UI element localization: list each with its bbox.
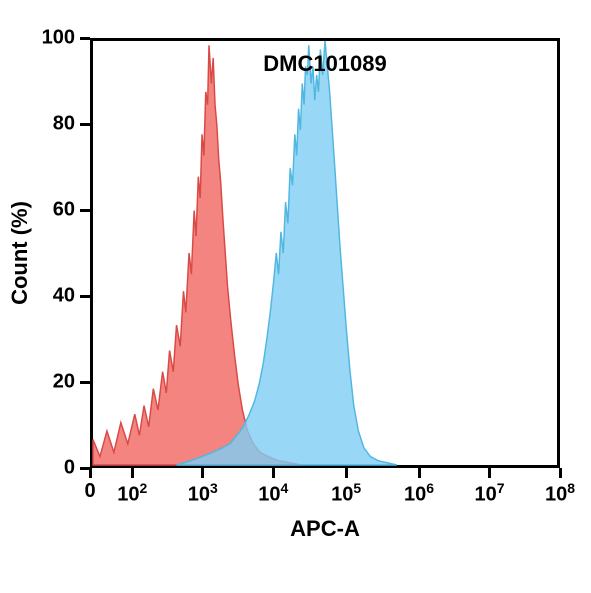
x-tick-label: 105: [331, 480, 361, 507]
histogram-svg: [93, 41, 557, 465]
y-axis-label: Count (%): [7, 201, 33, 305]
x-tick-label: 108: [545, 480, 575, 507]
y-tick-label: 40: [53, 285, 75, 308]
x-tick-label: 102: [117, 480, 147, 507]
x-tick-label: 106: [404, 480, 434, 507]
x-tick-label: 0: [84, 480, 95, 503]
x-tick-label: 107: [474, 480, 504, 507]
plot-area: DMC101089: [90, 38, 560, 468]
histogram-chart: DMC101089 Count (%) APC-A 02040608010001…: [0, 0, 591, 593]
x-axis-label: APC-A: [290, 516, 360, 542]
x-tick-label: 104: [258, 480, 288, 507]
y-tick-label: 60: [53, 199, 75, 222]
y-tick-label: 20: [53, 371, 75, 394]
chart-title: DMC101089: [263, 51, 387, 77]
y-tick-label: 100: [42, 27, 75, 50]
x-tick-label: 103: [188, 480, 218, 507]
y-tick-label: 0: [64, 457, 75, 480]
y-tick-label: 80: [53, 113, 75, 136]
